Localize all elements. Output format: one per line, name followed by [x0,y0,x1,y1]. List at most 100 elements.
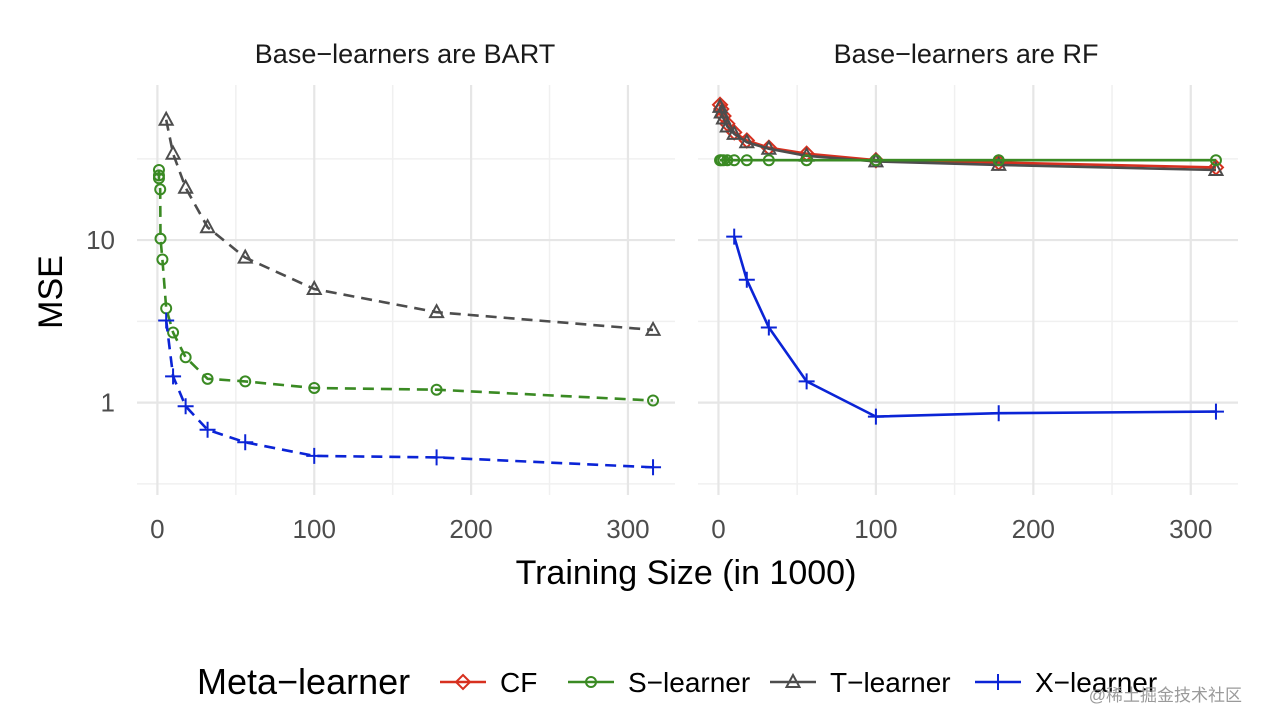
legend-key-marker [990,674,1006,690]
legend-item: X−learner [975,667,1157,698]
data-point [308,381,321,394]
x-tick-label: 0 [150,514,164,544]
grid-bart [137,85,675,495]
data-point [992,154,1005,167]
data-point [711,97,729,113]
series-slearner [152,163,660,407]
x-tick-label: 300 [606,514,649,544]
series-tlearner [157,110,662,336]
data-point [726,228,743,245]
data-point [760,139,778,155]
legend-items: CF S−learner T−learner X−learner [440,667,1157,698]
data-point [428,449,445,466]
panel-bart: Base−learners are BART 0 100 200 300 [137,39,675,544]
data-point [428,303,445,319]
series-xlearner [158,312,662,476]
data-point [719,117,736,133]
data-point [1209,154,1222,167]
data-point [760,319,777,336]
data-point [721,154,734,167]
y-axis-title: MSE [32,255,70,329]
legend-label: S−learner [628,667,750,698]
data-point [715,109,732,125]
y-ticks: 1 10 [86,225,115,418]
data-point [990,405,1007,422]
x-tick-label: 300 [1169,514,1212,544]
data-point [167,326,180,339]
data-point [177,178,194,194]
data-point [152,163,165,176]
data-point [738,271,755,288]
legend-label: CF [500,667,537,698]
x-tick-label: 0 [711,514,725,544]
legend-item: CF [440,667,537,698]
watermark-text: @稀土掘金技术社区 [1089,686,1242,705]
data-point [154,232,167,245]
data-point [177,398,194,415]
data-point [647,394,660,407]
series-tlearner [711,97,1225,176]
data-point [154,183,167,196]
series-line [732,236,1217,418]
data-point [1207,160,1225,176]
legend: Meta−learner CF S−learner T−learner X−learn… [197,661,1157,702]
data-point [152,172,165,185]
x-tick-label: 200 [1012,514,1055,544]
data-point [165,368,182,385]
legend-label: X−learner [1035,667,1157,698]
data-point [164,144,182,160]
data-point [1207,403,1224,420]
series-line [157,170,654,402]
data-point [800,154,813,167]
series-line [164,320,654,469]
data-point [237,434,254,451]
data-point [798,373,815,390]
legend-label: T−learner [830,667,951,698]
panel-rf: Base−learners are RF 0 100 200 300 [698,39,1238,544]
x-tick-label: 100 [854,514,897,544]
grid-rf [698,85,1238,495]
data-point [201,372,214,385]
legend-item: T−learner [770,667,951,698]
legend-key-marker [585,676,597,688]
data-point [158,312,175,329]
data-point [645,459,662,476]
data-point [306,447,323,464]
legend-item: S−learner [568,667,750,698]
data-point [430,383,443,396]
data-point [762,154,775,167]
series-line [718,104,1217,169]
x-ticks-bart: 0 100 200 300 [150,514,649,544]
x-ticks-rf: 0 100 200 300 [711,514,1212,544]
data-point [237,248,254,264]
y-tick-label: 10 [86,225,115,255]
data-point [199,218,216,234]
x-axis-title: Training Size (in 1000) [516,554,857,592]
data-point [179,351,192,364]
data-point [738,133,755,149]
data-point [867,408,884,425]
x-tick-label: 100 [293,514,336,544]
legend-key-marker [454,673,472,691]
series-slearner [714,154,1222,167]
data-point [740,154,753,167]
legend-key-marker [784,672,802,688]
data-point [156,253,169,266]
data-point [157,110,175,126]
data-point [869,154,882,167]
data-point [199,421,216,438]
series-bart [152,110,662,476]
series-rf [711,96,1225,425]
panel-title-rf: Base−learners are RF [834,39,1099,69]
data-point [644,320,662,336]
series-line [164,119,654,332]
x-tick-label: 200 [449,514,492,544]
data-point [306,279,323,295]
data-point [239,375,252,388]
data-point [728,154,741,167]
series-xlearner [726,228,1224,425]
panel-title-bart: Base−learners are BART [255,39,555,69]
y-tick-label: 1 [101,388,115,418]
data-point [726,124,743,140]
